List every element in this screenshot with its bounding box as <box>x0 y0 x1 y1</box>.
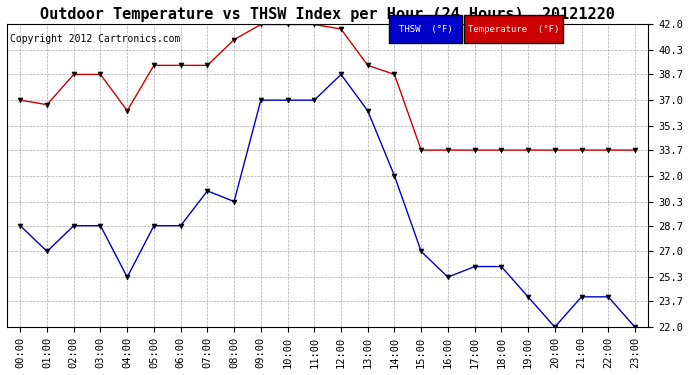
Text: Temperature  (°F): Temperature (°F) <box>468 24 559 33</box>
Text: THSW  (°F): THSW (°F) <box>399 24 453 33</box>
Title: Outdoor Temperature vs THSW Index per Hour (24 Hours)  20121220: Outdoor Temperature vs THSW Index per Ho… <box>40 7 615 22</box>
Text: Copyright 2012 Cartronics.com: Copyright 2012 Cartronics.com <box>10 34 181 44</box>
FancyBboxPatch shape <box>388 15 462 43</box>
FancyBboxPatch shape <box>464 15 563 43</box>
